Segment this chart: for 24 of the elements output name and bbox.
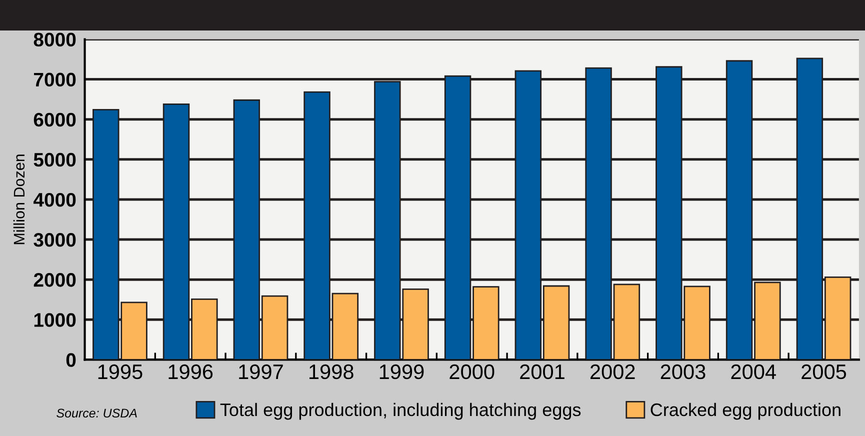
x-tick-label: 1998 xyxy=(310,364,354,380)
x-tick-label: 2005 xyxy=(802,364,846,380)
y-tick-label: 8000 xyxy=(34,32,76,46)
y-tick-label: 1000 xyxy=(34,313,76,327)
y-tick-label: 3000 xyxy=(34,232,76,247)
x-tick-label: 2002 xyxy=(590,364,635,380)
legend-label: Cracked egg production xyxy=(650,402,840,420)
y-tick-label: 4000 xyxy=(33,192,76,207)
source-note: Source: USDA xyxy=(56,408,137,418)
y-tick-label: 2000 xyxy=(34,273,76,287)
legend-label: Total egg production, including hatching eggs xyxy=(220,402,581,420)
x-tick-label: 1999 xyxy=(380,364,424,380)
x-tick-label: 2001 xyxy=(520,364,564,380)
y-tick-label: 6000 xyxy=(34,112,76,127)
y-tick-label: 5000 xyxy=(34,152,76,167)
x-tick-label: 1997 xyxy=(239,364,283,380)
x-tick-label: 2000 xyxy=(450,364,494,380)
x-tick-label: 2004 xyxy=(731,364,776,380)
x-tick-label: 2003 xyxy=(660,364,706,380)
y-tick-label: 7000 xyxy=(34,72,76,87)
x-tick-label: 1995 xyxy=(98,364,142,380)
y-tick-label: 0 xyxy=(66,353,76,367)
y-axis-title: Million Dozen xyxy=(13,154,25,244)
x-tick-label: 1996 xyxy=(168,364,213,380)
